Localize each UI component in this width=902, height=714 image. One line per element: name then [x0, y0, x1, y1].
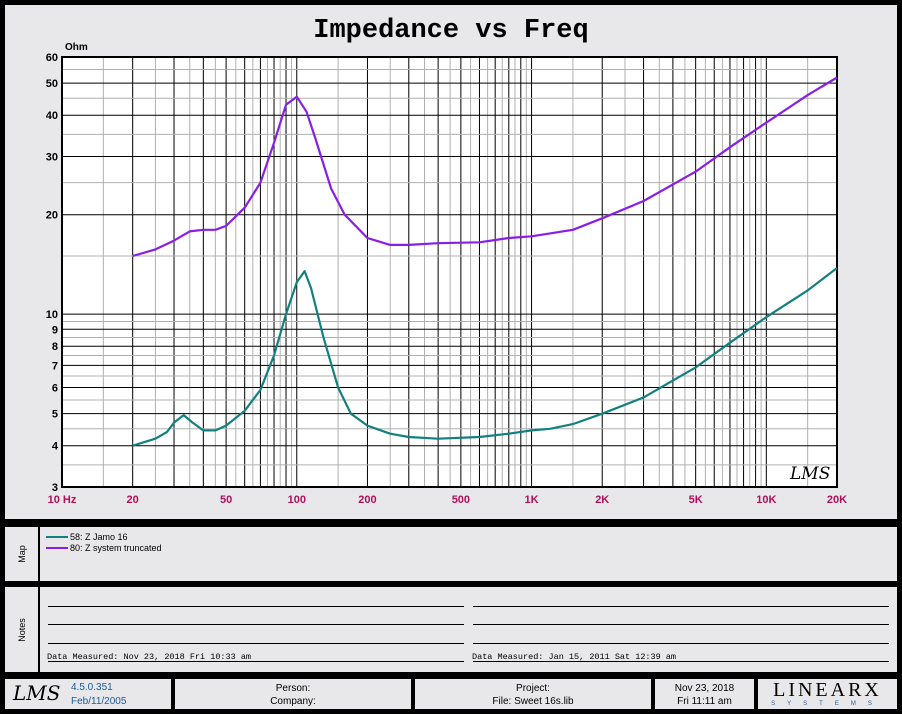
plot-area	[62, 57, 837, 487]
x-tick-label: 2K	[595, 494, 609, 506]
legend-label: 58: Z Jamo 16	[70, 532, 128, 542]
data-measured-right: Data Measured: Jan 15, 2011 Sat 12:39 am	[472, 652, 677, 662]
map-label: Map	[16, 545, 27, 563]
y-axis-label: Ohm	[65, 42, 88, 53]
lms-logo: LMS	[13, 681, 61, 705]
x-tick-label: 5K	[689, 494, 703, 506]
note-line	[48, 643, 464, 644]
x-tick-label: 1K	[525, 494, 539, 506]
note-line	[473, 661, 889, 662]
linearx-systems: SYSTEMS	[771, 701, 884, 707]
y-tick-label: 50	[46, 78, 58, 90]
linearx-logo: LINEARX	[773, 679, 882, 701]
note-line	[48, 624, 464, 625]
y-tick-label: 8	[52, 341, 58, 353]
footer-brand-cell: LINEARX SYSTEMS	[758, 679, 897, 709]
version-date: Feb/11/2005	[71, 696, 127, 707]
legend-swatch	[46, 547, 68, 549]
x-tick-label: 100	[288, 494, 306, 506]
notes-label: Notes	[16, 617, 27, 642]
y-tick-label: 10	[46, 309, 58, 321]
data-measured-left: Data Measured: Nov 23, 2018 Fri 10:33 am	[47, 652, 252, 662]
legend: 58: Z Jamo 16 80: Z system truncated	[40, 527, 897, 581]
chart-title: Impedance vs Freq	[313, 16, 588, 46]
y-tick-label: 40	[46, 110, 58, 122]
chart-panel: Impedance vs Freq Ohm 10 Hz 20 50 100 200 500…	[5, 5, 897, 519]
x-tick-label: 20K	[827, 494, 847, 506]
y-tick-label: 7	[52, 360, 58, 372]
legend-item: 80: Z system truncated	[46, 543, 162, 553]
note-line	[473, 643, 889, 644]
legend-item: 58: Z Jamo 16	[46, 532, 128, 542]
y-tick-label: 30	[46, 151, 58, 163]
y-tick-label: 5	[52, 409, 58, 421]
watermark-logo: LMS	[789, 464, 830, 484]
x-tick-label: 500	[452, 494, 470, 506]
x-tick-label: 10K	[756, 494, 776, 506]
grid	[61, 56, 838, 488]
tick-labels: 10 Hz 20 50 100 200 500 1K 2K 5K 10K 20K 3 4 5 6 7 8 9 10 2…	[46, 52, 847, 506]
company-label: Company:	[270, 696, 316, 707]
file-label: File: Sweet 16s.lib	[492, 696, 574, 707]
y-tick-label: 9	[52, 324, 58, 336]
note-line	[48, 661, 464, 662]
series-lines	[132, 76, 838, 447]
x-tick-label: 20	[127, 494, 139, 506]
x-tick-label: 10 Hz	[48, 494, 77, 506]
x-tick-label: 200	[358, 494, 376, 506]
impedance-chart: Impedance vs Freq Ohm 10 Hz 20 50 100 200 500…	[46, 16, 847, 506]
plot-border	[61, 56, 838, 488]
y-tick-label: 20	[46, 210, 58, 222]
footer-date-cell: Nov 23, 2018 Fri 11:11 am	[655, 679, 754, 709]
print-time: Fri 11:11 am	[677, 696, 732, 707]
x-tick-label: 50	[220, 494, 232, 506]
y-tick-label: 60	[46, 52, 58, 64]
legend-label: 80: Z system truncated	[70, 543, 162, 553]
map-side: Map	[5, 527, 38, 581]
legend-swatch	[46, 536, 68, 538]
project-label: Project:	[516, 683, 550, 694]
footer-version-cell: LMS 4.5.0.351 Feb/11/2005	[5, 679, 171, 709]
footer-person-cell: Person: Company:	[175, 679, 411, 709]
note-line	[473, 624, 889, 625]
person-label: Person:	[275, 683, 311, 694]
footer-project-cell: Project: File: Sweet 16s.lib	[415, 679, 651, 709]
y-tick-label: 6	[52, 383, 58, 395]
notes-side: Notes	[5, 587, 38, 672]
series-line	[132, 267, 838, 447]
note-line	[473, 606, 889, 607]
y-tick-label: 3	[52, 482, 58, 494]
version: 4.5.0.351	[71, 682, 113, 693]
notes-panel: Data Measured: Nov 23, 2018 Fri 10:33 am…	[40, 587, 897, 672]
note-line	[48, 606, 464, 607]
y-tick-label: 4	[52, 441, 59, 453]
print-date: Nov 23, 2018	[674, 683, 735, 694]
series-line	[132, 76, 838, 258]
